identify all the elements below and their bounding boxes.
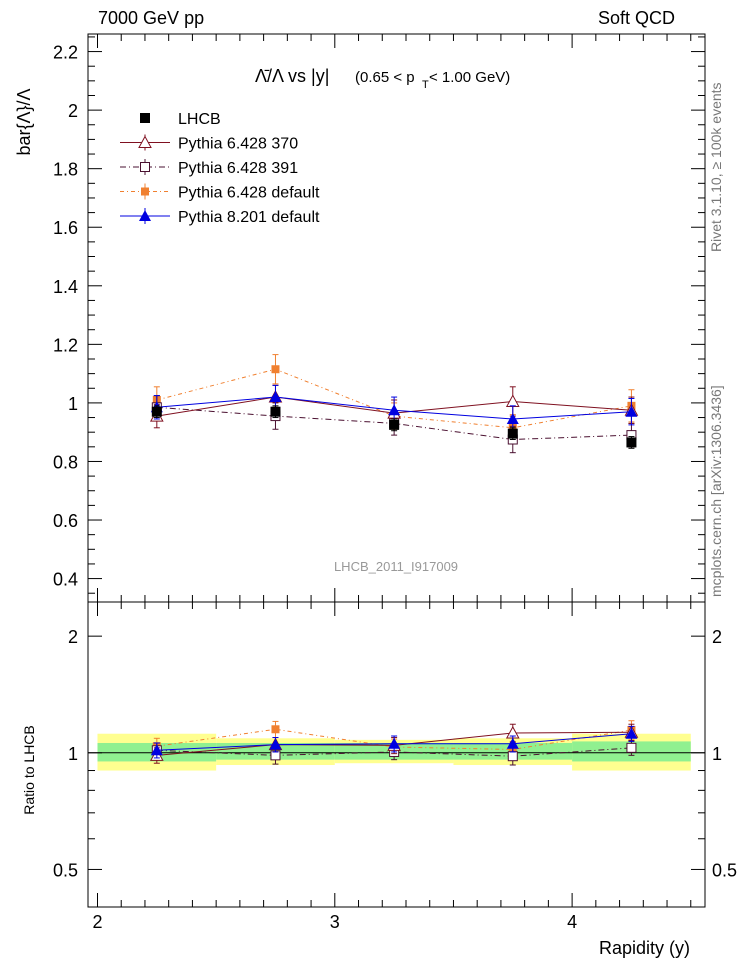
main-point-pythia-8-201-default xyxy=(269,391,282,403)
legend-marker xyxy=(140,113,150,123)
legend-label: Pythia 6.428 370 xyxy=(178,136,298,153)
legend-label: LHCB xyxy=(178,111,221,128)
x-tick-label: 2 xyxy=(92,912,102,932)
process-label: Soft QCD xyxy=(598,8,676,28)
y-tick-label: 2 xyxy=(68,627,78,647)
main-point-lhcb xyxy=(151,406,162,417)
legend-entry: Pythia 6.428 default xyxy=(120,183,320,202)
ratio-point-pythia-6-428-391 xyxy=(507,751,518,762)
y-tick-label-right: 0.5 xyxy=(712,860,737,880)
legend-entry: LHCB xyxy=(140,111,221,128)
main-point-pythia-6-428-370 xyxy=(505,394,520,407)
legend-marker xyxy=(139,210,151,221)
y-tick-label: 1.4 xyxy=(53,277,78,297)
plot-title-cut-subscript: T xyxy=(422,79,429,91)
main-point-pythia-8-201-default xyxy=(506,413,519,425)
y-tick-label: 1 xyxy=(68,744,78,764)
main-point-pythia-8-201-default xyxy=(388,404,401,416)
plot-title-cut: (0.65 < p xyxy=(355,69,415,86)
y-tick-label: 0.6 xyxy=(53,511,78,531)
y-tick-label: 2.2 xyxy=(53,43,78,63)
y-tick-label: 1.6 xyxy=(53,218,78,238)
legend-marker xyxy=(140,162,150,172)
y-tick-label: 1.2 xyxy=(53,335,78,355)
main-point-lhcb xyxy=(270,406,281,417)
main-plot-panel: Λ̄/Λ vs |y| (0.65 < p T < 1.00 GeV) bar{… xyxy=(14,33,706,603)
y-tick-label: 1 xyxy=(68,394,78,414)
main-point-lhcb xyxy=(507,428,518,439)
analysis-watermark: LHCB_2011_I917009 xyxy=(334,559,458,574)
ratio-plot-frame xyxy=(87,601,706,908)
ratio-point-pythia-8-201-default xyxy=(506,737,519,749)
main-point-lhcb xyxy=(626,437,637,448)
x-tick-label: 4 xyxy=(567,912,577,932)
y-tick-label: 1.8 xyxy=(53,160,78,180)
legend-label: Pythia 6.428 default xyxy=(178,185,320,202)
y-tick-label: 0.8 xyxy=(53,452,78,472)
x-tick-label: 3 xyxy=(330,912,340,932)
legend-label: Pythia 6.428 391 xyxy=(178,160,298,177)
legend-entry: Pythia 8.201 default xyxy=(120,208,320,226)
y-tick-label: 0.5 xyxy=(53,860,78,880)
ratio-plot-panel: Ratio to LHCB Rapidity (y) 2 3 4 0.5 0.5 1 1 2 2 xyxy=(21,601,737,958)
ratio-point-pythia-8-201-default xyxy=(150,744,163,756)
ratio-point-pythia-6-428-default xyxy=(271,725,280,734)
legend-entry: Pythia 6.428 370 xyxy=(120,134,298,153)
ratio-point-pythia-8-201-default xyxy=(388,737,401,749)
main-point-pythia-8-201-default xyxy=(625,405,638,417)
legend-entry: Pythia 6.428 391 xyxy=(120,159,298,177)
main-point-pythia-6-428-default xyxy=(271,365,280,374)
plot-title-cut-end: < 1.00 GeV) xyxy=(429,69,510,86)
ratio-point-pythia-8-201-default xyxy=(625,727,638,739)
ratio-point-pythia-8-201-default xyxy=(269,738,282,750)
legend-label: Pythia 8.201 default xyxy=(178,209,320,226)
ratio-point-pythia-6-428-391 xyxy=(626,742,637,753)
ratio-line-pythia-6-428-default xyxy=(156,728,632,750)
x-axis-label: Rapidity (y) xyxy=(599,938,690,958)
energy-label: 7000 GeV pp xyxy=(98,8,205,28)
y-tick-label-right: 2 xyxy=(712,627,722,647)
y-tick-label: 2 xyxy=(68,101,78,121)
plot-title-main: Λ̄/Λ vs |y| xyxy=(255,66,329,86)
y-axis-label-main: bar{Λ}/Λ xyxy=(14,88,34,155)
main-line-pythia-6-428-default xyxy=(156,368,632,429)
y-axis-label-ratio: Ratio to LHCB xyxy=(21,725,37,814)
legend-marker xyxy=(138,135,152,148)
y-tick-label-right: 1 xyxy=(712,744,722,764)
main-point-lhcb xyxy=(389,419,400,430)
legend-marker xyxy=(141,187,149,196)
y-tick-label: 0.4 xyxy=(53,570,78,590)
